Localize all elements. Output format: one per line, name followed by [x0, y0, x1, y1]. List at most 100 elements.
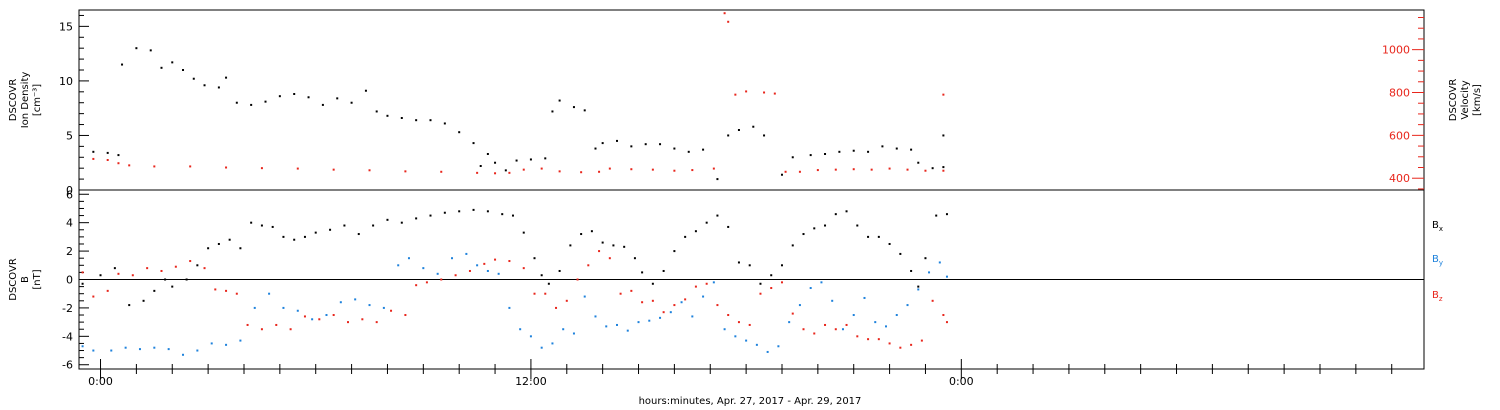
- time-tick-label: 0:00: [88, 375, 113, 388]
- velocity-point: [691, 169, 694, 172]
- velocity-point: [773, 92, 776, 95]
- field-point-bx: [228, 238, 231, 241]
- density-point: [895, 147, 898, 150]
- field-point-bx: [612, 244, 615, 247]
- density-tick-label: 10: [59, 75, 73, 88]
- field-point-bz: [440, 278, 443, 281]
- field-point-bx: [443, 211, 446, 214]
- legend-label-sub: y: [1439, 259, 1443, 267]
- density-point: [942, 166, 945, 169]
- density-point: [644, 143, 647, 146]
- field-point-bx: [834, 213, 837, 216]
- field-point-bx: [511, 214, 514, 217]
- field-point-bx: [791, 244, 794, 247]
- velocity-point: [942, 93, 945, 96]
- velocity-axis-label-line: [km/s]: [1472, 84, 1483, 116]
- density-point: [504, 169, 507, 172]
- field-point-by: [282, 306, 285, 309]
- velocity-point: [128, 164, 131, 167]
- field-point-bx: [824, 224, 827, 227]
- field-point-bx: [196, 264, 199, 267]
- density-point: [307, 96, 310, 99]
- field-point-by: [153, 346, 156, 349]
- velocity-point: [508, 171, 511, 174]
- field-point-by: [253, 306, 256, 309]
- field-point-by: [422, 267, 425, 270]
- field-point-by: [92, 349, 95, 352]
- b-tick-label: -6: [62, 359, 73, 372]
- velocity-point: [368, 169, 371, 172]
- field-point-bx: [924, 257, 927, 260]
- density-point: [117, 154, 120, 157]
- b-tick-label: -2: [62, 302, 73, 315]
- density-tick-label: 15: [59, 20, 73, 33]
- density-point: [494, 161, 497, 164]
- field-point-by: [895, 314, 898, 317]
- velocity-point: [734, 93, 737, 96]
- field-point-by: [268, 292, 271, 295]
- density-point: [479, 165, 482, 167]
- field-point-bx: [580, 233, 583, 236]
- velocity-point: [798, 170, 801, 173]
- field-point-bz: [544, 292, 547, 295]
- density-point: [583, 109, 586, 112]
- field-point-bz: [468, 269, 471, 272]
- field-point-bz: [508, 260, 511, 263]
- field-point-bx: [770, 274, 773, 277]
- velocity-point: [225, 166, 228, 169]
- density-point: [182, 69, 185, 71]
- field-point-bx: [329, 228, 332, 231]
- velocity-point: [440, 170, 443, 173]
- field-point-bz: [598, 250, 601, 253]
- velocity-point: [332, 168, 335, 171]
- density-point: [687, 150, 690, 153]
- legend-label-sub: x: [1439, 225, 1443, 233]
- field-point-bx: [486, 210, 489, 213]
- density-point: [415, 119, 418, 122]
- velocity-axis-label-line: Velocity: [1460, 80, 1471, 119]
- density-point: [601, 142, 604, 145]
- velocity-point: [870, 168, 873, 171]
- velocity-point: [906, 168, 909, 171]
- density-point: [264, 100, 267, 103]
- density-point: [616, 139, 618, 142]
- field-point-by: [529, 335, 532, 338]
- field-point-bz: [214, 288, 217, 291]
- velocity-point: [673, 169, 676, 172]
- field-point-bx: [623, 245, 626, 248]
- field-point-bz: [415, 284, 418, 287]
- density-axis-label: DSCOVRIon Density[cm⁻³]: [8, 72, 43, 129]
- field-point-bz: [303, 315, 306, 318]
- field-point-bx: [357, 233, 360, 236]
- field-point-bz: [587, 264, 590, 267]
- field-point-bx: [802, 233, 805, 236]
- field-point-bz: [920, 339, 923, 342]
- density-point: [838, 150, 841, 153]
- b-axis-label-line: [nT]: [32, 269, 43, 289]
- field-point-bz: [802, 328, 805, 331]
- density-point: [472, 142, 475, 145]
- density-point: [350, 101, 353, 104]
- field-point-bz: [705, 282, 708, 285]
- field-point-by: [239, 339, 242, 342]
- field-point-bz: [813, 332, 816, 335]
- field-point-by: [519, 328, 522, 331]
- field-point-bz: [131, 274, 134, 277]
- velocity-point: [712, 167, 715, 170]
- field-point-bx: [217, 242, 220, 245]
- field-point-bx: [522, 231, 525, 234]
- velocity-point: [296, 167, 299, 170]
- density-point: [673, 147, 676, 150]
- field-point-bx: [813, 227, 816, 230]
- density-point: [917, 161, 920, 164]
- field-point-bz: [390, 309, 393, 312]
- field-point-bx: [400, 221, 403, 224]
- field-point-by: [562, 328, 565, 331]
- time-tick-label: 12:00: [515, 375, 547, 388]
- field-point-by: [508, 306, 511, 309]
- field-point-by: [938, 261, 941, 264]
- density-point: [92, 150, 95, 153]
- field-point-bz: [174, 265, 177, 268]
- velocity-point: [540, 167, 543, 170]
- density-point: [752, 125, 755, 128]
